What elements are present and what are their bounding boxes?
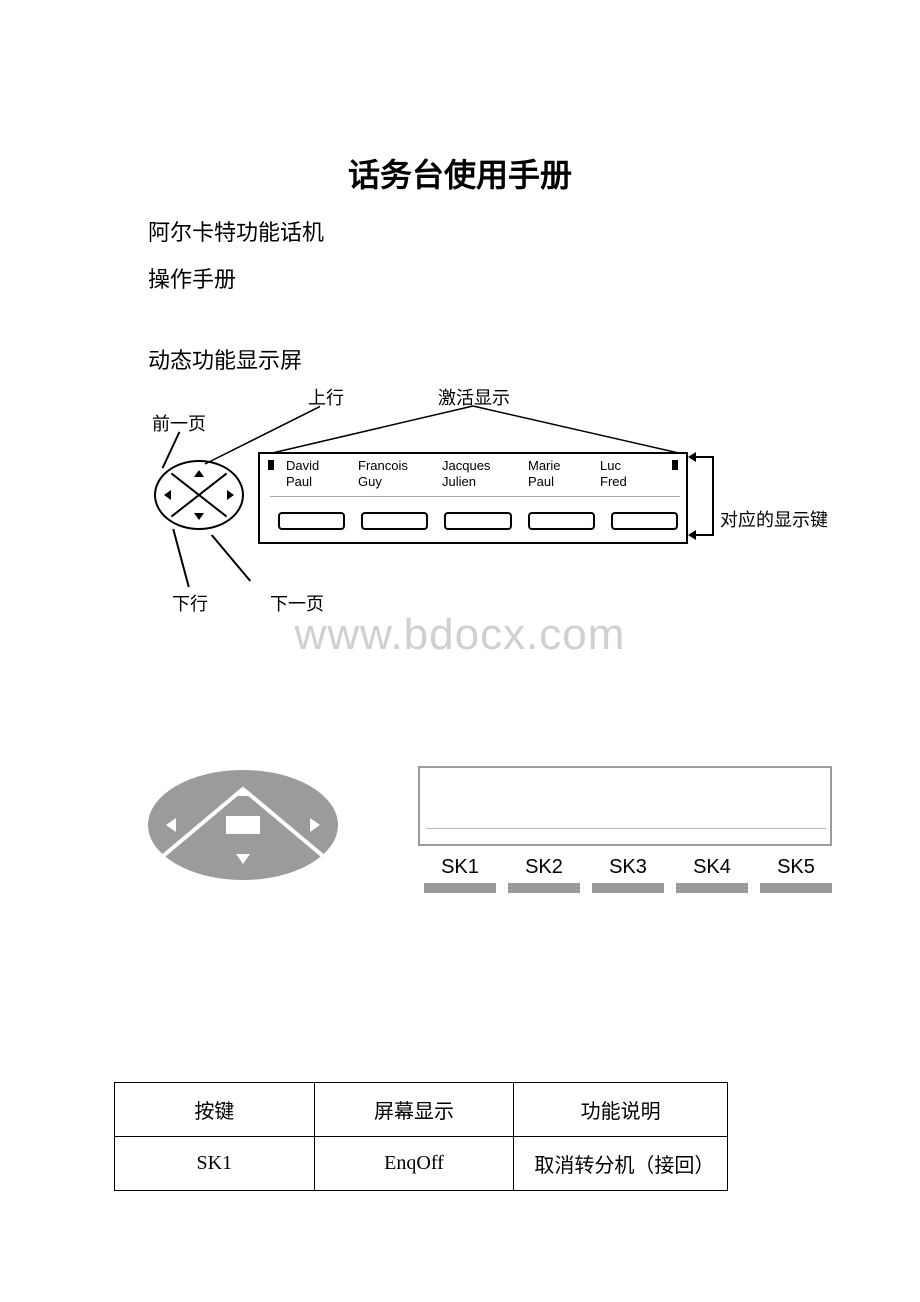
leader-line bbox=[172, 529, 189, 587]
softkey-item: SK3 bbox=[586, 856, 670, 893]
label-corresponding-keys: 对应的显示键 bbox=[720, 506, 828, 532]
softkey-item: SK4 bbox=[670, 856, 754, 893]
table-header-row: 按键 屏幕显示 功能说明 bbox=[115, 1083, 728, 1137]
lcd-name-col: JacquesJulien bbox=[442, 458, 490, 490]
softkey-item: SK2 bbox=[502, 856, 586, 893]
cell-display: EnqOff bbox=[314, 1137, 514, 1191]
lcd-screen-blank bbox=[418, 766, 832, 846]
lcd-name-col: FrancoisGuy bbox=[358, 458, 408, 490]
softkey-labels-row: SK1 SK2 SK3 SK4 SK5 bbox=[418, 856, 838, 893]
softkey-outline bbox=[278, 512, 345, 530]
lcd-name-col: MariePaul bbox=[528, 458, 561, 490]
watermark-text: www.bdocx.com bbox=[0, 610, 920, 660]
col-header-desc: 功能说明 bbox=[514, 1083, 728, 1137]
lcd-name-col: DavidPaul bbox=[286, 458, 319, 490]
page-title: 话务台使用手册 bbox=[0, 150, 920, 196]
left-arrow-icon bbox=[166, 818, 176, 832]
right-arrow-icon bbox=[227, 490, 234, 500]
lcd-screen: DavidPaul FrancoisGuy JacquesJulien Mari… bbox=[258, 452, 688, 544]
softkey-outline bbox=[611, 512, 678, 530]
softkey-outline bbox=[361, 512, 428, 530]
col-header-display: 屏幕显示 bbox=[314, 1083, 514, 1137]
down-arrow-icon bbox=[194, 513, 204, 520]
nav-pad bbox=[148, 770, 338, 880]
right-arrow-icon bbox=[310, 818, 320, 832]
softkey-outline bbox=[444, 512, 511, 530]
softkey-item: SK5 bbox=[754, 856, 838, 893]
softkey-diagram: SK1 SK2 SK3 SK4 SK5 bbox=[148, 770, 838, 930]
cell-desc: 取消转分机（接回） bbox=[514, 1137, 728, 1191]
lcd-name-col: LucFred bbox=[600, 458, 627, 490]
bracket-line bbox=[692, 534, 714, 536]
subtitle-line-2: 操作手册 bbox=[148, 262, 236, 294]
leader-line bbox=[211, 534, 251, 581]
bracket-line bbox=[692, 456, 714, 458]
function-table: 按键 屏幕显示 功能说明 SK1 EnqOff 取消转分机（接回） bbox=[114, 1082, 728, 1191]
cell-key: SK1 bbox=[115, 1137, 315, 1191]
softkey-row bbox=[278, 512, 678, 532]
section-title: 动态功能显示屏 bbox=[148, 343, 302, 375]
down-arrow-icon bbox=[236, 854, 250, 864]
subtitle-line-1: 阿尔卡特功能话机 bbox=[148, 215, 324, 247]
table-row: SK1 EnqOff 取消转分机（接回） bbox=[115, 1137, 728, 1191]
col-header-key: 按键 bbox=[115, 1083, 315, 1137]
bracket-line bbox=[712, 456, 714, 536]
display-diagram: 前一页 上行 激活显示 下行 下一页 对应的显示键 DavidPaul Fran… bbox=[140, 378, 840, 648]
up-arrow-icon bbox=[236, 786, 250, 796]
softkey-item: SK1 bbox=[418, 856, 502, 893]
left-arrow-icon bbox=[164, 490, 171, 500]
softkey-outline bbox=[528, 512, 595, 530]
